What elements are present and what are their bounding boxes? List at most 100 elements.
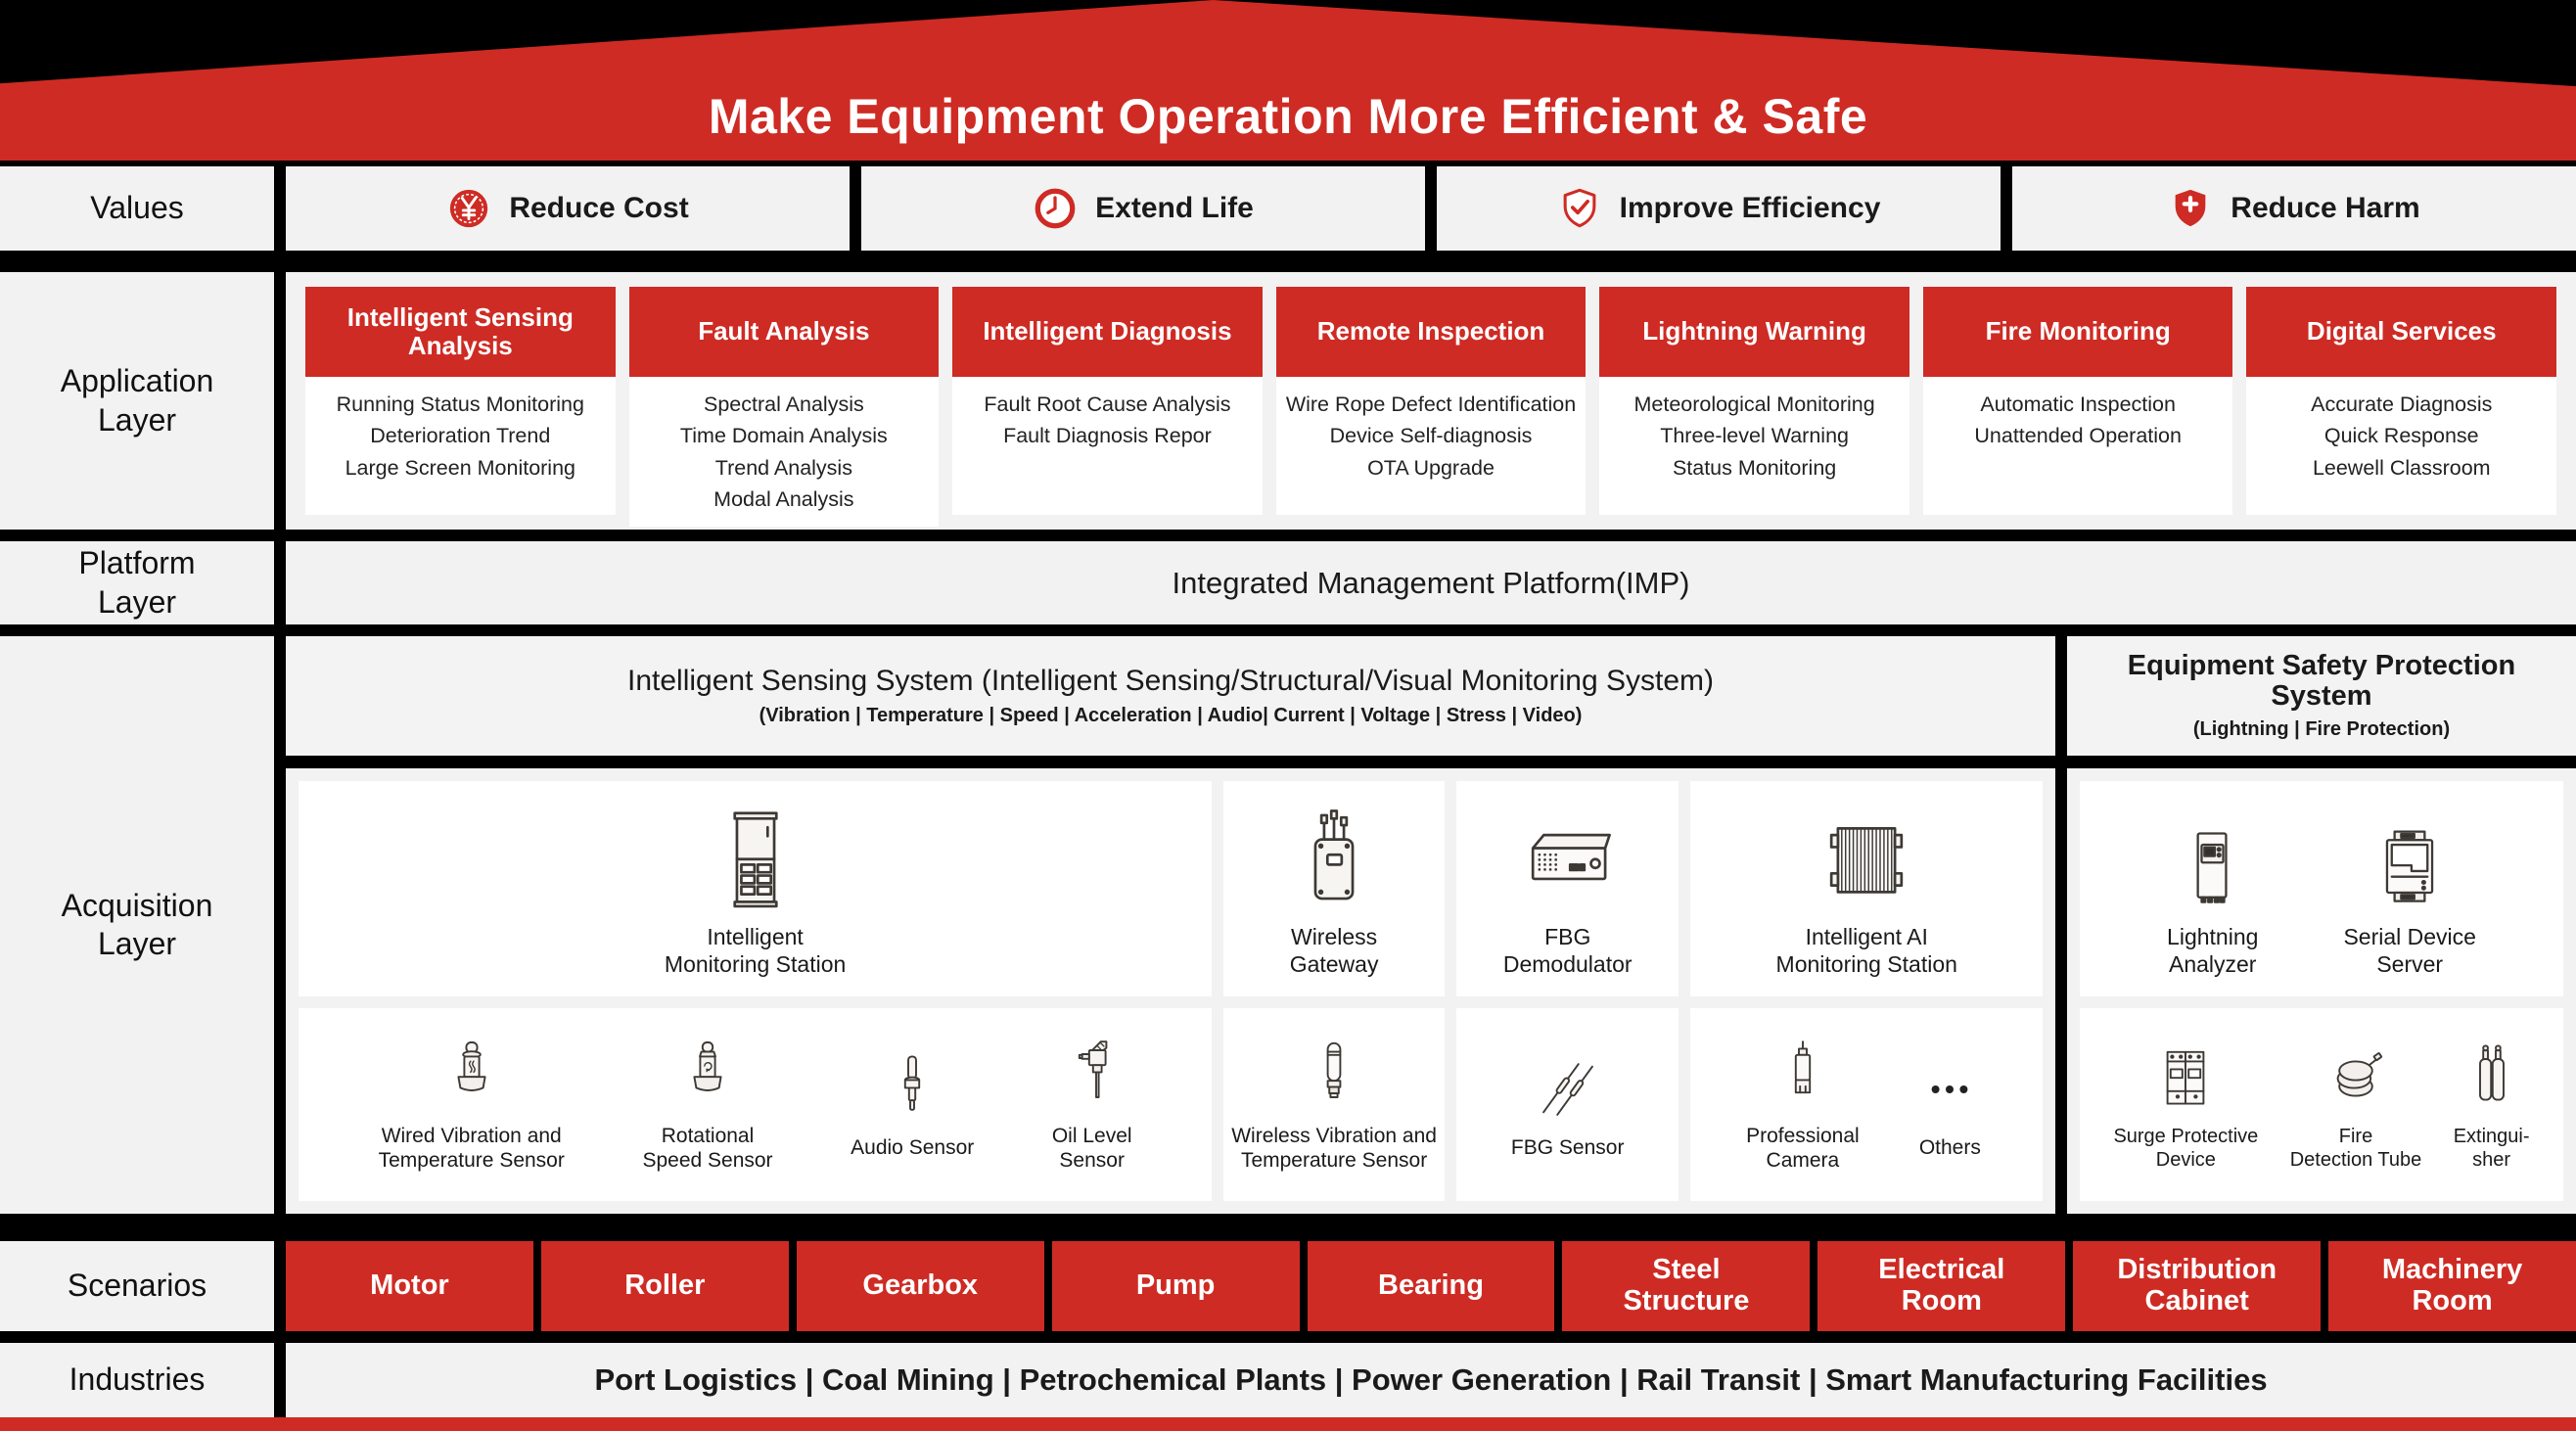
- device-professional-camera: Professional Camera: [1744, 1037, 1862, 1174]
- serial-device-server-icon: [2363, 801, 2457, 916]
- app-card-fire-monitoring: Fire Monitoring Automatic Inspection Unatt…: [1922, 287, 2233, 515]
- device-label: Lightning Analyzer: [2167, 923, 2259, 977]
- shield-cross-icon: [2168, 186, 2213, 231]
- app-card-remote-inspection: Remote Inspection Wire Rope Defect Identi…: [1275, 287, 1587, 515]
- app-item: Deterioration Trend: [370, 424, 551, 448]
- app-card-header: Remote Inspection: [1275, 287, 1587, 377]
- title-banner: Make Equipment Operation More Efficient …: [0, 0, 2576, 161]
- app-card-digital-services: Digital Services Accurate Diagnosis Quick …: [2246, 287, 2557, 515]
- app-card-header: Fault Analysis: [628, 287, 940, 377]
- value-improve-efficiency: Improve Efficiency: [1437, 166, 2001, 251]
- sensing-system-panel: Intelligent Sensing System (Intelligent …: [286, 636, 2055, 1214]
- device-lightning-analyzer: Lightning Analyzer: [2165, 801, 2260, 978]
- value-reduce-harm: Reduce Harm: [2012, 166, 2576, 251]
- device-label: Fire Detection Tube: [2289, 1125, 2422, 1172]
- device-cell: Wireless Vibration and Temperature Senso…: [1223, 1008, 1445, 1201]
- device-others: Others: [1910, 1048, 1989, 1161]
- values-items: Reduce Cost Extend Life Improve Efficiency…: [286, 166, 2576, 251]
- device-cell: FBG Sensor: [1455, 1008, 1679, 1201]
- app-card-header: Fire Monitoring: [1922, 287, 2233, 377]
- device-cell: Surge Protective Device Fire Detection Tu…: [2080, 1008, 2563, 1201]
- safety-device-grid: Lightning Analyzer Serial Device Server Su…: [2067, 768, 2576, 1214]
- lightning-analyzer-icon: [2166, 801, 2260, 916]
- app-item: Fault Root Cause Analysis: [984, 392, 1231, 416]
- wireless-gateway-icon: [1279, 801, 1389, 916]
- application-layer-label: Application Layer: [0, 272, 274, 530]
- device-audio-sensor: Audio Sensor: [849, 1048, 976, 1161]
- app-item: Spectral Analysis: [704, 392, 864, 416]
- device-label: Professional Camera: [1746, 1124, 1860, 1173]
- audio-sensor-icon: [873, 1048, 951, 1129]
- app-card-body: Running Status Monitoring Deterioration T…: [305, 377, 616, 515]
- industries-cell: Port Logistics | Coal Mining | Petrochem…: [286, 1343, 2576, 1417]
- sensing-device-grid: Intelligent Monitoring Station Wireless G…: [286, 768, 2055, 1214]
- ai-monitoring-station-icon: [1812, 801, 1921, 916]
- application-layer-row: Application Layer Intelligent Sensing An…: [0, 272, 2576, 530]
- device-cell: Professional Camera Others: [1690, 1008, 2043, 1201]
- sensing-system-subtitle: (Vibration | Temperature | Speed | Accel…: [759, 705, 1583, 726]
- professional-camera-icon: [1764, 1037, 1842, 1117]
- shield-check-icon: [1557, 186, 1602, 231]
- device-wireless-vibration-and-temperature-sensor: Wireless Vibration and Temperature Senso…: [1229, 1037, 1439, 1174]
- rotational-speed-sensor-icon: [668, 1037, 747, 1117]
- clock-icon: [1033, 186, 1078, 231]
- device-wireless-gateway: Wireless Gateway: [1279, 801, 1389, 978]
- app-item: Fault Diagnosis Repor: [1003, 424, 1212, 448]
- acquisition-layer-row: Acquisition Layer Intelligent Sensing Sy…: [0, 636, 2576, 1214]
- app-card-body: Automatic Inspection Unattended Operation: [1922, 377, 2233, 515]
- scenario-items: Motor Roller Gearbox Pump Bearing Steel Struc…: [286, 1241, 2576, 1331]
- acquisition-content: Intelligent Sensing System (Intelligent …: [286, 636, 2576, 1214]
- device-fbg-sensor: FBG Sensor: [1509, 1048, 1627, 1161]
- device-intelligent-ai-monitoring-station: Intelligent AI Monitoring Station: [1774, 801, 1959, 978]
- app-card-intelligent-diagnosis: Intelligent Diagnosis Fault Root Cause An…: [952, 287, 1263, 515]
- value-label: Reduce Cost: [509, 192, 689, 224]
- app-card-body: Accurate Diagnosis Quick Response Leewell …: [2246, 377, 2557, 515]
- others-icon: [1910, 1048, 1989, 1129]
- fbg-sensor-icon: [1529, 1048, 1607, 1129]
- app-item: Automatic Inspection: [1980, 392, 2176, 416]
- app-item: Quick Response: [2323, 424, 2479, 448]
- scenario-motor: Motor: [286, 1241, 533, 1331]
- oil-level-sensor-icon: [1053, 1037, 1131, 1117]
- scenario-gearbox: Gearbox: [796, 1241, 1044, 1331]
- surge-protective-device-icon: [2146, 1038, 2225, 1118]
- device-fire-detection-tube: Fire Detection Tube: [2288, 1038, 2424, 1173]
- device-oil-level-sensor: Oil Level Sensor: [1050, 1037, 1134, 1174]
- device-wired-vibration-and-temperature-sensor: Wired Vibration and Temperature Sensor: [377, 1037, 567, 1174]
- app-card-header: Lightning Warning: [1599, 287, 1909, 377]
- app-card-fault-analysis: Fault Analysis Spectral Analysis Time Doma…: [628, 287, 940, 527]
- device-label: Wireless Gateway: [1289, 923, 1379, 977]
- industries-row: Industries Port Logistics | Coal Mining …: [0, 1343, 2576, 1417]
- safety-system-header: Equipment Safety Protection System (Ligh…: [2067, 636, 2576, 756]
- wired-vibration-sensor-icon: [433, 1037, 511, 1117]
- device-label: Serial Device Server: [2343, 923, 2476, 977]
- value-extend-life: Extend Life: [861, 166, 1425, 251]
- device-surge-protective-device: Surge Protective Device: [2111, 1038, 2260, 1173]
- app-card-body: Spectral Analysis Time Domain Analysis Tre…: [628, 377, 940, 527]
- device-cell: FBG Demodulator: [1455, 781, 1679, 997]
- acquisition-layer-label: Acquisition Layer: [0, 636, 274, 1214]
- device-cell: Intelligent AI Monitoring Station: [1690, 781, 2043, 997]
- device-label: Extingui- sher: [2453, 1125, 2530, 1172]
- device-cell: Wireless Gateway: [1223, 781, 1445, 997]
- app-item: Meteorological Monitoring: [1633, 392, 1875, 416]
- app-item: Wire Rope Defect Identification: [1285, 392, 1577, 416]
- scenario-distribution-cabinet: Distribution Cabinet: [2073, 1241, 2322, 1331]
- app-card-body: Wire Rope Defect Identification Device Se…: [1275, 377, 1587, 515]
- device-extingui-sher: Extingui- sher: [2452, 1038, 2532, 1173]
- app-item: Large Screen Monitoring: [345, 455, 576, 480]
- device-row: Surge Protective Device Fire Detection Tu…: [2080, 1008, 2563, 1201]
- device-label: Oil Level Sensor: [1051, 1124, 1132, 1173]
- industries-label: Industries: [0, 1343, 274, 1417]
- device-intelligent-monitoring-station: Intelligent Monitoring Station: [663, 801, 848, 978]
- device-row: Intelligent Monitoring Station Wireless G…: [299, 781, 2043, 997]
- app-item: Status Monitoring: [1672, 455, 1837, 480]
- scenario-machinery-room: Machinery Room: [2328, 1241, 2576, 1331]
- app-item: Leewell Classroom: [2312, 455, 2491, 480]
- fbg-demodulator-icon: [1513, 801, 1623, 916]
- device-row: Lightning Analyzer Serial Device Server: [2080, 781, 2563, 997]
- value-label: Reduce Harm: [2231, 192, 2420, 224]
- app-item: Running Status Monitoring: [336, 392, 584, 416]
- device-cell: Wired Vibration and Temperature Sensor Ro…: [299, 1008, 1213, 1201]
